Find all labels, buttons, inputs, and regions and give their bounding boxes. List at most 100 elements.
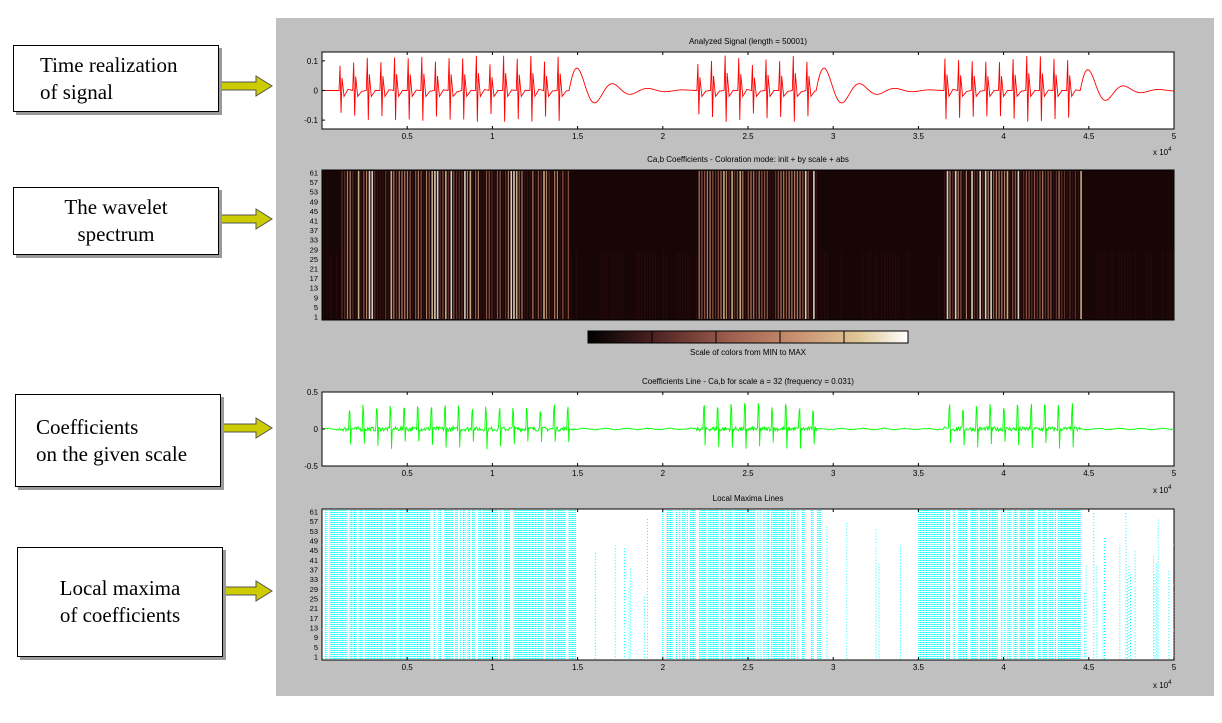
- spectrum-y-tick-label: 33: [310, 236, 318, 245]
- spectrum-cell: [772, 171, 774, 319]
- spectrum-y-tick-label: 25: [310, 255, 318, 264]
- spectrum-cell: [892, 252, 894, 319]
- coef-title: Coefficients Line - Ca,b for scale a = 3…: [642, 377, 854, 386]
- spectrum-cell: [425, 171, 428, 319]
- spectrum-cell: [1121, 252, 1123, 319]
- spectrum-cell: [556, 171, 559, 319]
- spectrum-cell: [684, 252, 686, 319]
- spectrum-cell: [1134, 252, 1136, 319]
- spectrum-y-tick-label: 9: [314, 293, 318, 302]
- spectrum-cell: [638, 252, 640, 319]
- spectrum-cell: [881, 252, 883, 319]
- signal-title: Analyzed Signal (length = 50001): [689, 37, 807, 46]
- spectrum-y-tick-label: 61: [310, 169, 318, 178]
- spectrum-cell: [1080, 171, 1082, 319]
- spectrum-cell: [755, 171, 758, 319]
- spectrum-cell: [821, 252, 823, 319]
- spectrum-cell: [815, 171, 818, 319]
- spectrum-cell: [510, 171, 513, 319]
- spectrum-cell: [742, 171, 744, 319]
- spectrum-cell: [423, 171, 425, 319]
- spectrum-cell: [635, 252, 637, 319]
- spectrum-cell: [355, 171, 357, 319]
- spectrum-cell: [442, 171, 444, 319]
- spectrum-cell: [1102, 252, 1104, 319]
- spectrum-cell: [698, 171, 700, 319]
- signal-x-tick-label: 4.5: [1083, 132, 1095, 141]
- spectrum-cell: [1151, 252, 1153, 319]
- spectrum-cell: [1023, 171, 1025, 319]
- annotation-coefficients: Coefficients on the given scale: [15, 394, 221, 487]
- spectrum-cell: [428, 171, 430, 319]
- spectrum-cell: [998, 171, 1000, 319]
- spectrum-cell: [499, 171, 501, 319]
- signal-x-tick-label: 5: [1172, 132, 1177, 141]
- spectrum-cell: [447, 171, 449, 319]
- spectrum-cell: [570, 252, 572, 319]
- spectrum-cell: [799, 171, 801, 319]
- spectrum-cell: [1118, 252, 1120, 319]
- spectrum-plot: [330, 171, 1174, 319]
- spectrum-y-tick-label: 49: [310, 197, 318, 206]
- spectrum-cell: [524, 171, 526, 319]
- spectrum-cell: [371, 171, 374, 319]
- spectrum-cell: [687, 252, 689, 319]
- spectrum-cell: [330, 252, 332, 319]
- spectrum-cell: [551, 171, 553, 319]
- maxima-x-tick-label: 0.5: [402, 663, 414, 672]
- spectrum-cell: [379, 171, 381, 319]
- coef-x-tick-label: 3.5: [913, 469, 925, 478]
- spectrum-cell: [1020, 171, 1022, 319]
- spectrum-y-tick-label: 37: [310, 226, 318, 235]
- spectrum-cell: [810, 171, 812, 319]
- coef-x-tick-label: 1.5: [572, 469, 584, 478]
- signal-panel: 0.1 0 -0.1 0.5 1 1.5 2 2.5 3 3.5 4 4.5 5 Analyzed S…: [304, 37, 1177, 157]
- spectrum-cell: [390, 171, 393, 319]
- maxima-y-tick-label: 49: [310, 537, 318, 546]
- signal-x-tick-label: 2: [661, 132, 666, 141]
- signal-y-ticks: 0.1 0 -0.1: [304, 57, 325, 125]
- signal-x-tick-label: 1: [490, 132, 495, 141]
- coef-x-tick-label: 5: [1172, 469, 1177, 478]
- spectrum-y-tick-label: 29: [310, 245, 318, 254]
- coef-x-tick-label: 0.5: [402, 469, 414, 478]
- spectrum-cell: [1028, 171, 1030, 319]
- spectrum-y-tick-label: 21: [310, 265, 318, 274]
- spectrum-cell: [1012, 171, 1014, 319]
- spectrum-cell: [564, 171, 567, 319]
- spectrum-cell: [725, 171, 728, 319]
- spectrum-cell: [709, 171, 711, 319]
- coef-x-ticks: 0.5 1 1.5 2 2.5 3 3.5 4 4.5 5: [402, 392, 1177, 478]
- spectrum-cell: [554, 171, 556, 319]
- spectrum-cell: [619, 252, 621, 319]
- spectrum-y-tick-label: 13: [310, 284, 318, 293]
- spectrum-cell: [949, 171, 951, 319]
- spectrum-cell: [679, 252, 681, 319]
- spectrum-cell: [409, 171, 411, 319]
- spectrum-cell: [734, 171, 736, 319]
- spectrum-cell: [335, 252, 337, 319]
- spectrum-cell: [993, 171, 995, 319]
- spectrum-cell: [1058, 171, 1060, 319]
- signal-x-tick-label: 4: [1001, 132, 1006, 141]
- spectrum-cell: [466, 171, 469, 319]
- spectrum-cell: [1001, 171, 1003, 319]
- coef-series-line: [321, 402, 1175, 450]
- spectrum-cell: [905, 252, 907, 319]
- annotation-local-maxima: Local maxima of coefficients: [17, 547, 223, 657]
- spectrum-cell: [758, 171, 760, 319]
- spectrum-cell: [883, 252, 885, 319]
- signal-x-exponent: x 104: [1153, 147, 1172, 157]
- maxima-y-tick-label: 21: [310, 604, 318, 613]
- colorbar-label: Scale of colors from MIN to MAX: [690, 348, 807, 357]
- spectrum-cell: [744, 171, 747, 319]
- spectrum-cell: [445, 171, 447, 319]
- spectrum-cell: [450, 171, 453, 319]
- coef-y-tick-label: 0: [314, 425, 319, 434]
- spectrum-cell: [455, 171, 458, 319]
- coef-x-tick-label: 1: [490, 469, 495, 478]
- spectrum-cell: [908, 252, 910, 319]
- maxima-y-tick-label: 45: [310, 546, 318, 555]
- spectrum-cell: [540, 171, 542, 319]
